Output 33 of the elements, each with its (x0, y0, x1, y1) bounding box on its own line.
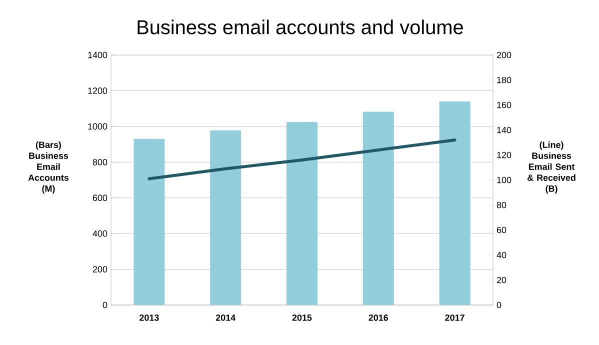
y-axis-title: (Bars) Business Email Accounts (M) (28, 141, 69, 194)
y-tick-label: 0 (102, 302, 108, 308)
y2-axis-title: (Line) Business Email Sent & Received (B) (527, 141, 576, 194)
bar (134, 138, 165, 305)
y2-tick-label: 60 (496, 226, 506, 234)
y2-tick-label: 80 (496, 202, 506, 208)
y2-tick-label: 40 (496, 252, 506, 258)
y2-tick-label: 160 (497, 102, 512, 108)
y-tick-label: 600 (92, 194, 108, 202)
y2-tick-label: 100 (497, 176, 512, 184)
line-series (148, 138, 456, 180)
bar (439, 101, 470, 305)
x-tick-label: 2017 (445, 314, 464, 321)
bar (210, 130, 242, 305)
y2-tick-label: 140 (497, 126, 512, 134)
y2-tick-label: 0 (496, 302, 502, 308)
y2-tick-label: 200 (496, 52, 512, 58)
y-tick-label: 200 (92, 266, 108, 272)
y-tick-label: 400 (92, 230, 108, 237)
y-tick-label: 1000 (88, 123, 108, 130)
y2-tick-label: 120 (497, 152, 512, 158)
x-tick-label: 2015 (292, 314, 312, 321)
bar (286, 122, 318, 305)
y-tick-label: 1400 (88, 52, 108, 58)
bar (362, 112, 394, 305)
y-tick-label: 800 (92, 158, 108, 166)
y2-tick-label: 20 (496, 276, 506, 284)
chart-title: Business email accounts and volume (138, 20, 463, 34)
y2-tick-label: 180 (497, 76, 512, 84)
x-tick-label: 2016 (368, 314, 388, 321)
x-tick-label: 2013 (140, 314, 159, 321)
x-tick-label: 2014 (216, 314, 236, 321)
y-tick-label: 1200 (88, 88, 108, 94)
